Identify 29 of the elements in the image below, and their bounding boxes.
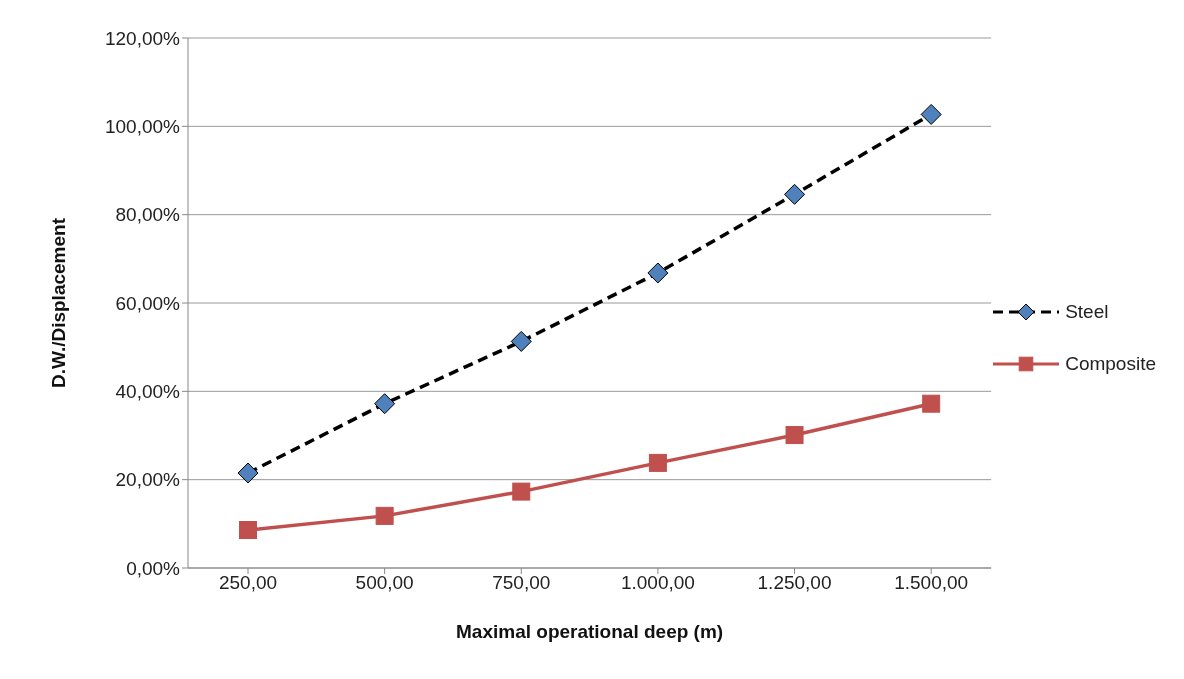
y-axis-title: D.W./Displacement bbox=[47, 217, 69, 388]
point bbox=[785, 426, 804, 445]
x-tick-label: 1.000,00 bbox=[620, 572, 695, 594]
point bbox=[920, 103, 942, 125]
point bbox=[375, 506, 394, 525]
y-tick-label: 100,00% bbox=[104, 116, 181, 138]
y-tick-label: 60,00% bbox=[115, 292, 181, 314]
legend-label: Composite bbox=[1065, 353, 1156, 375]
x-tick-label: 250,00 bbox=[218, 572, 278, 594]
x-tick-label: 1.250,00 bbox=[757, 572, 832, 594]
y-tick-label: 0,00% bbox=[126, 557, 181, 579]
y-tick-label: 80,00% bbox=[115, 204, 181, 226]
y-tick-label: 40,00% bbox=[115, 381, 181, 403]
point bbox=[922, 394, 941, 413]
point bbox=[374, 393, 396, 415]
x-tick-label: 750,00 bbox=[492, 572, 551, 594]
point bbox=[784, 183, 806, 205]
x-axis-title: Maximal operational deep (m) bbox=[456, 621, 724, 642]
point bbox=[237, 462, 259, 484]
point bbox=[647, 262, 669, 284]
point bbox=[512, 482, 531, 501]
point bbox=[510, 330, 532, 352]
legend-label: Steel bbox=[1065, 301, 1109, 323]
y-tick-label: 120,00% bbox=[104, 27, 181, 49]
x-tick-label: 500,00 bbox=[355, 572, 414, 594]
point bbox=[648, 453, 667, 472]
point bbox=[239, 521, 257, 540]
y-tick-label: 20,00% bbox=[115, 469, 181, 491]
x-tick-label: 1.500,00 bbox=[894, 572, 969, 594]
